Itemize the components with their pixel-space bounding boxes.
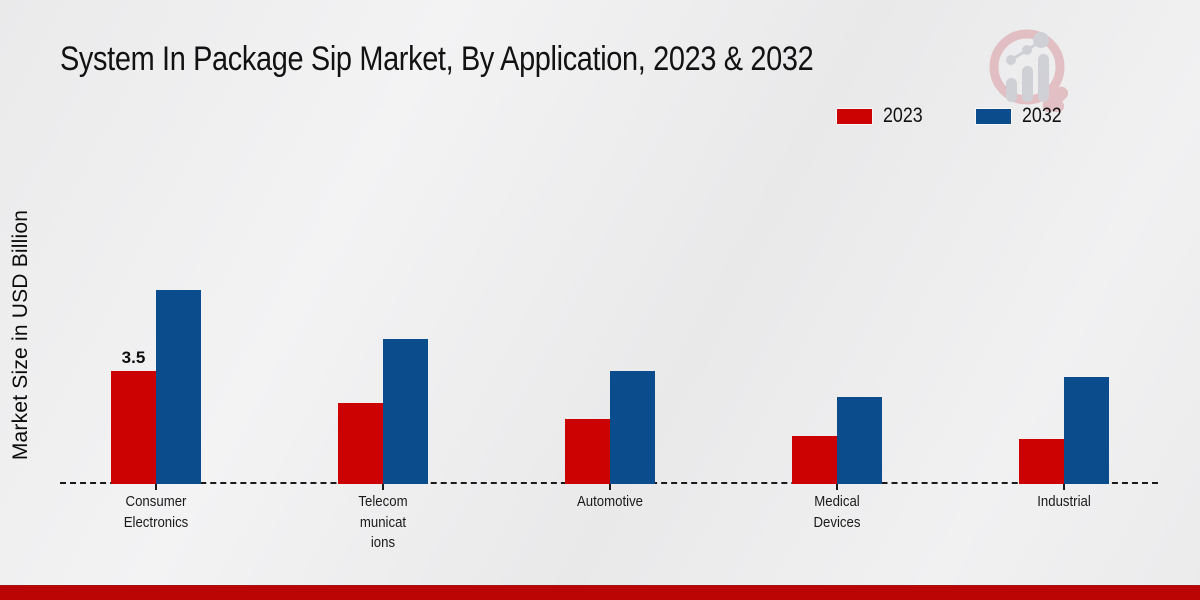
category-label-automotive: Automotive [576,493,644,510]
legend-item-2023: 2023 [837,104,930,128]
bar-value-label-2023-consumer-electronics: 3.5 [121,347,146,367]
legend: 2023 2032 [837,104,1068,128]
category-label-medical-devices: Medical Devices [813,493,861,531]
axis-tick-automotive [609,484,611,490]
legend-swatch-2032 [975,108,1011,124]
axis-tick-industrial [1063,484,1065,490]
bar-2032-telecommunications [383,338,428,484]
bar-2032-medical-devices [837,396,882,484]
category-label-consumer-electronics: Consumer Electronics [123,493,189,531]
legend-swatch-2023 [837,108,872,124]
axis-tick-telecommunications [382,484,384,490]
axis-tick-medical-devices [836,484,838,490]
legend-label-2032: 2032 [1021,104,1062,127]
magnifier-bar-chart-watermark-icon [989,29,1069,113]
y-axis-title: Market Size in USD Billion [9,209,32,461]
legend-item-2032: 2032 [975,104,1069,128]
legend-label-2023: 2023 [883,104,923,127]
bar-2023-telecommunications [338,403,383,484]
category-label-industrial: Industrial [1037,493,1091,510]
bar-2023-industrial [1019,438,1064,484]
bar-2032-automotive [610,370,655,484]
bar-2023-automotive [565,419,610,484]
category-label-telecommunications: Telecom municat ions [358,493,408,552]
bar-2023-medical-devices [792,435,837,484]
axis-tick-consumer-electronics [155,484,157,490]
bar-2032-industrial [1064,377,1109,484]
bar-2032-consumer-electronics [156,290,201,484]
chart-title: System In Package Sip Market, By Applica… [60,40,814,78]
footer-accent-bar [0,585,1200,600]
bar-2023-consumer-electronics [111,370,156,484]
